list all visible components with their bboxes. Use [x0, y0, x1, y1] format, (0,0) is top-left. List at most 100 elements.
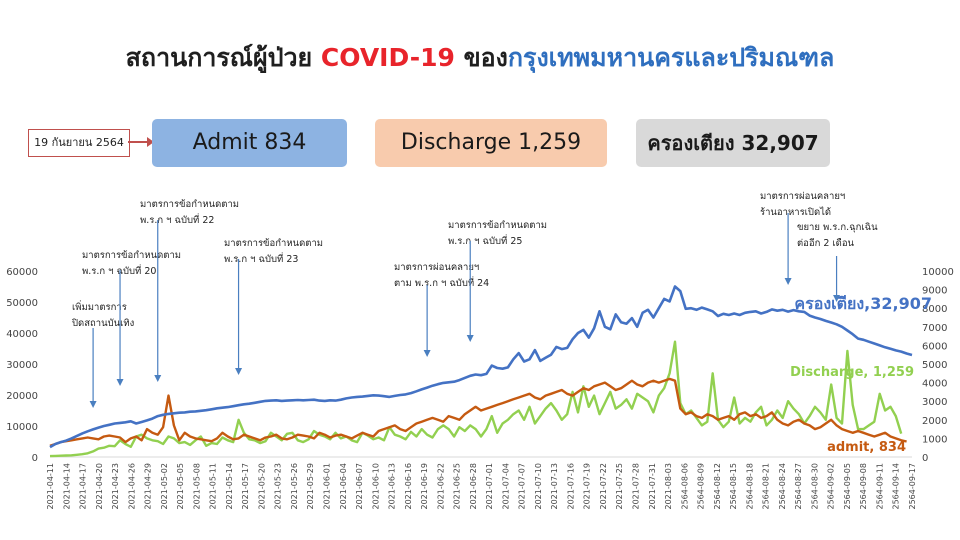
x-tick-label: 2564-09-05 — [843, 463, 852, 510]
y-left-tick-label: 40000 — [6, 329, 38, 340]
y-left-tick-label: 50000 — [6, 298, 38, 309]
y-right-tick-label: 7000 — [922, 323, 947, 334]
annotation-text: มาตรการข้อกำหนดตาม — [224, 238, 323, 249]
discharge-summary-box: Discharge 1,259 — [375, 119, 607, 167]
x-tick-label: 2564-09-08 — [859, 463, 868, 510]
x-tick-label: 2021-07-07 — [518, 463, 527, 510]
title-covid: COVID-19 — [320, 43, 455, 72]
admit-summary-box: Admit 834 — [152, 119, 347, 167]
x-tick-label: 2564-08-21 — [762, 463, 771, 510]
annotation-text: มาตรการข้อกำหนดตาม — [82, 250, 181, 261]
y-left-tick-label: 60000 — [6, 267, 38, 278]
x-tick-label: 2021-05-05 — [176, 463, 185, 510]
y-right-tick-label: 10000 — [922, 267, 954, 278]
annotation-text: ร้านอาหารเปิดได้ — [760, 206, 831, 218]
x-tick-label: 2021-04-20 — [95, 463, 104, 510]
x-tick-label: 2021-05-26 — [290, 463, 299, 510]
x-tick-label: 2564-08-24 — [778, 463, 787, 510]
x-tick-label: 2021-07-01 — [485, 463, 494, 510]
annotation-text: ขยาย พ.ร.ก.ฉุกเฉิน — [797, 222, 878, 233]
covid-line-chart: 0 10000 20000 30000 40000 50000 60000 0 1000 200… — [6, 191, 954, 510]
x-tick-label: 2021-06-25 — [453, 463, 462, 510]
annotation-arrowhead — [154, 375, 162, 382]
series-labels: ครองเตียง,32,907 Discharge, 1,259 admit, 8… — [790, 294, 932, 455]
x-tick-label: 2021-06-01 — [322, 463, 331, 510]
annotation-arrowhead — [833, 295, 841, 302]
x-tick-label: 2021-06-28 — [469, 463, 478, 510]
x-tick-label: 2564-09-17 — [908, 463, 917, 510]
date-arrow — [128, 137, 154, 147]
y-axis-right: 0 1000 2000 3000 4000 5000 6000 7000 8000 9000 100… — [922, 267, 954, 464]
annotation-arrowhead — [116, 379, 124, 386]
admit-series-label: admit, 834 — [827, 440, 906, 455]
annotation-text: พ.ร.ก ฯ ฉบับที่ 23 — [224, 252, 298, 265]
title-part1: สถานการณ์ผู้ป่วย — [125, 43, 321, 72]
annotation-text: ตาม พ.ร.ก ฯ ฉบับที่ 24 — [394, 276, 489, 289]
discharge-series-label: Discharge, 1,259 — [790, 365, 914, 380]
x-tick-label: 2564-08-18 — [745, 463, 754, 510]
x-tick-label: 2021-05-02 — [160, 463, 169, 510]
y-right-tick-label: 8000 — [922, 304, 947, 315]
beds-summary-box: ครองเตียง 32,907 — [636, 119, 830, 167]
annotation-text: พ.ร.ก ฯ ฉบับที่ 25 — [448, 234, 522, 247]
x-tick-label: 2021-07-22 — [599, 463, 608, 510]
series-line-discharge — [49, 340, 903, 458]
x-tick-label: 2021-04-17 — [79, 463, 88, 510]
annotation-text: พ.ร.ก ฯ ฉบับที่ 22 — [140, 213, 214, 226]
x-tick-label: 2564-08-30 — [810, 463, 819, 510]
annotation-arrowhead — [235, 368, 243, 375]
y-right-tick-label: 0 — [922, 453, 928, 464]
annotation-text: พ.ร.ก ฯ ฉบับที่ 20 — [82, 264, 156, 277]
x-tick-label: 2021-07-16 — [566, 463, 575, 510]
x-tick-label: 2564-08-09 — [697, 463, 706, 510]
y-right-tick-label: 9000 — [922, 286, 947, 297]
x-tick-label: 2564-08-15 — [729, 463, 738, 510]
x-tick-label: 2021-06-22 — [436, 463, 445, 510]
x-tick-label: 2021-06-10 — [371, 463, 380, 510]
y-right-tick-label: 1000 — [922, 434, 947, 445]
x-tick-label: 2564-08-06 — [680, 463, 689, 510]
beds-series-label: ครองเตียง,32,907 — [794, 294, 932, 313]
y-left-tick-label: 10000 — [6, 422, 38, 433]
x-tick-label: 2021-06-04 — [339, 463, 348, 510]
y-left-tick-label: 0 — [32, 453, 38, 464]
y-right-tick-label: 2000 — [922, 416, 947, 427]
annotation-text: มาตรการข้อกำหนดตาม — [448, 220, 547, 231]
y-right-tick-label: 3000 — [922, 397, 947, 408]
title-region: กรุงเทพมหานครและปริมณฑล — [507, 43, 835, 72]
x-tick-label: 2021-06-16 — [404, 463, 413, 510]
x-tick-label: 2021-07-04 — [501, 463, 510, 510]
x-tick-label: 2021-05-14 — [225, 463, 234, 510]
annotation-text: มาตรการผ่อนคลายฯ — [394, 262, 479, 273]
series-line-admit — [49, 377, 907, 447]
x-tick-label: 2564-09-14 — [892, 463, 901, 510]
annotation-text: มาตรการผ่อนคลายฯ — [760, 191, 845, 202]
x-tick-label: 2021-07-10 — [534, 463, 543, 510]
y-right-tick-label: 4000 — [922, 379, 947, 390]
annotation-text: มาตรการข้อกำหนดตาม — [140, 199, 239, 210]
x-tick-label: 2021-05-17 — [241, 463, 250, 510]
x-tick-label: 2021-05-23 — [274, 463, 283, 510]
series-layer — [49, 285, 913, 458]
x-tick-label: 2021-08-03 — [664, 463, 673, 510]
annotation-text: ปิดสถานบันเทิง — [71, 318, 134, 329]
x-tick-label: 2021-04-29 — [144, 463, 153, 510]
y-left-tick-label: 20000 — [6, 391, 38, 402]
x-tick-label: 2021-04-14 — [62, 463, 71, 510]
x-tick-label: 2564-09-02 — [827, 463, 836, 510]
y-left-tick-label: 30000 — [6, 360, 38, 371]
x-tick-label: 2021-07-28 — [632, 463, 641, 510]
y-right-tick-label: 6000 — [922, 341, 947, 352]
date-label: 19 กันยายน 2564 — [28, 129, 130, 157]
x-tick-label: 2021-04-11 — [46, 463, 55, 510]
x-tick-label: 2021-05-29 — [306, 463, 315, 510]
x-axis: 2021-04-11 2021-04-14 2021-04-17 2021-04-20… — [46, 463, 917, 510]
x-tick-label: 2021-05-08 — [192, 463, 201, 510]
annotation-text: เพิ่มมาตรการ — [72, 300, 127, 313]
x-tick-label: 2564-08-27 — [794, 463, 803, 510]
y-right-tick-label: 5000 — [922, 360, 947, 371]
series-line-beds — [49, 285, 913, 449]
x-tick-label: 2021-04-26 — [127, 463, 136, 510]
title-part3: ของ — [454, 43, 508, 72]
x-tick-label: 2564-09-11 — [875, 463, 884, 510]
